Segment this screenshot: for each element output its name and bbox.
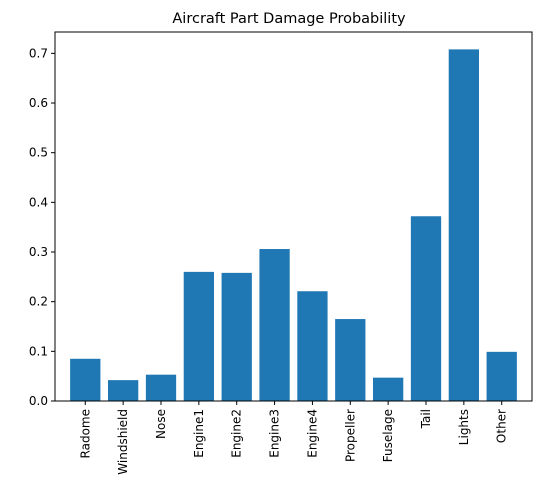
bar-windshield (108, 380, 139, 401)
y-tick-label: 0.2 (29, 295, 48, 309)
bar-fuselage (373, 377, 404, 401)
x-tick-label: Engine2 (230, 409, 244, 458)
chart-title: Aircraft Part Damage Probability (172, 11, 406, 27)
x-axis: Radome Windshield Nose Engine1 Engine2 Engine… (78, 401, 509, 475)
bar-tail (410, 216, 442, 401)
bar-engine1 (183, 271, 214, 401)
x-tick-label: Tail (419, 409, 433, 429)
plot-frame (54, 31, 533, 402)
y-tick-label: 0.7 (29, 46, 48, 60)
bar-engine2 (221, 272, 252, 401)
y-tick-label: 0.5 (29, 146, 48, 160)
y-tick-label: 0.6 (29, 96, 48, 110)
bar-nose (145, 374, 177, 401)
y-tick-label: 0.4 (29, 195, 48, 209)
bar-engine4 (297, 291, 328, 401)
x-tick-label: Engine3 (268, 409, 282, 458)
bar-propeller (335, 319, 366, 401)
x-tick-label: Nose (154, 409, 168, 439)
x-tick-label: Propeller (343, 409, 357, 462)
x-tick-label: Fuselage (381, 409, 395, 462)
x-tick-label: Radome (78, 409, 92, 458)
x-tick-label: Other (495, 409, 509, 443)
y-tick-label: 0.3 (29, 245, 48, 259)
bar-engine3 (259, 249, 290, 401)
x-tick-label: Lights (457, 409, 471, 445)
x-tick-label: Engine1 (192, 409, 206, 458)
x-tick-label: Engine4 (305, 409, 319, 458)
bar-lights (448, 49, 479, 401)
y-axis: 0.0 0.1 0.2 0.3 0.4 0.5 0.6 0.7 (29, 46, 55, 408)
x-tick-label: Windshield (116, 409, 130, 475)
y-tick-label: 0.0 (29, 394, 48, 408)
bar-other (486, 351, 517, 401)
y-tick-label: 0.1 (29, 344, 48, 358)
bar-radome (70, 358, 101, 401)
bars-group (70, 49, 517, 401)
